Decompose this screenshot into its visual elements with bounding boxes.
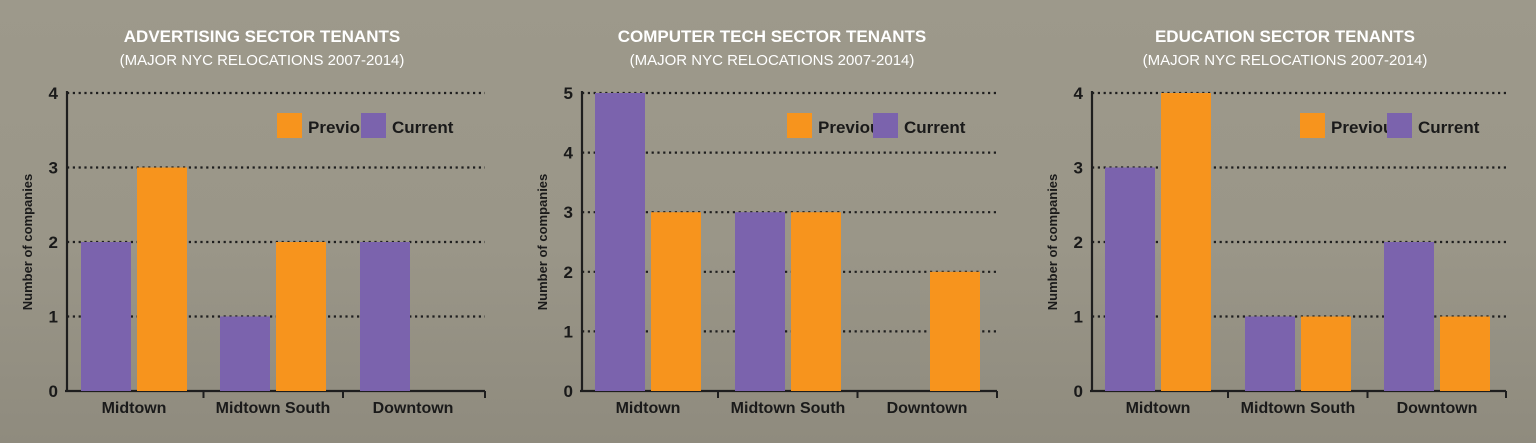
y-tick-label: 0 (564, 382, 573, 401)
bar-previous (791, 212, 841, 391)
legend-swatch-current (873, 113, 898, 138)
x-category-label: Midtown South (1241, 400, 1356, 417)
legend-swatch-previous (787, 113, 812, 138)
bar-current (595, 93, 645, 391)
chart-title: ADVERTISING SECTOR TENANTS (124, 27, 400, 46)
y-tick-label: 4 (49, 84, 59, 103)
legend-label-previous: Previous (1331, 118, 1403, 137)
bar-previous (930, 271, 980, 391)
bar-previous (137, 167, 187, 391)
x-category-label: Downtown (887, 400, 968, 417)
y-tick-label: 1 (1074, 308, 1083, 327)
chart-subtitle: (MAJOR NYC RELOCATIONS 2007-2014) (120, 52, 405, 69)
legend-swatch-current (361, 113, 386, 138)
y-tick-label: 0 (49, 382, 58, 401)
legend-label-current: Current (392, 118, 454, 137)
x-category-label: Midtown (102, 400, 167, 417)
chart-title: COMPUTER TECH SECTOR TENANTS (618, 27, 927, 46)
y-axis-label: Number of companies (1045, 174, 1060, 311)
chart-panel-1: ADVERTISING SECTOR TENANTS (MAJOR NYC REL… (20, 27, 486, 417)
chart-panel-3: EDUCATION SECTOR TENANTS (MAJOR NYC RELOC… (1045, 27, 1507, 417)
bar-current (735, 212, 785, 391)
y-axis-label: Number of companies (20, 174, 35, 311)
x-category-label: Midtown South (216, 400, 331, 417)
legend-label-current: Current (1418, 118, 1480, 137)
chart-panel-2: COMPUTER TECH SECTOR TENANTS (MAJOR NYC R… (535, 27, 998, 417)
y-tick-label: 3 (564, 203, 573, 222)
y-tick-label: 4 (1074, 84, 1084, 103)
chart-subtitle: (MAJOR NYC RELOCATIONS 2007-2014) (630, 52, 915, 69)
bar-current (360, 242, 410, 391)
legend-swatch-current (1387, 113, 1412, 138)
y-tick-label: 3 (1074, 159, 1083, 178)
legend-label-current: Current (904, 118, 966, 137)
y-tick-label: 0 (1074, 382, 1083, 401)
bar-current (1245, 316, 1295, 391)
legend-swatch-previous (277, 113, 302, 138)
x-category-label: Midtown (616, 400, 681, 417)
y-tick-label: 4 (564, 144, 574, 163)
x-category-label: Midtown South (731, 400, 846, 417)
bar-current (81, 242, 131, 391)
bar-current (220, 316, 270, 391)
y-tick-label: 3 (49, 159, 58, 178)
legend-swatch-previous (1300, 113, 1325, 138)
x-category-label: Downtown (373, 400, 454, 417)
y-tick-label: 2 (564, 263, 573, 282)
y-axis-label: Number of companies (535, 174, 550, 311)
bar-previous (651, 212, 701, 391)
y-tick-label: 2 (49, 233, 58, 252)
legend-label-previous: Previous (818, 118, 890, 137)
bar-previous (1161, 93, 1211, 391)
chart-title: EDUCATION SECTOR TENANTS (1155, 27, 1415, 46)
x-category-label: Midtown (1126, 400, 1191, 417)
y-tick-label: 2 (1074, 233, 1083, 252)
bar-previous (276, 242, 326, 391)
chart-subtitle: (MAJOR NYC RELOCATIONS 2007-2014) (1143, 52, 1428, 69)
bar-current (1105, 167, 1155, 391)
bar-current (1384, 242, 1434, 391)
bar-previous (1301, 316, 1351, 391)
y-tick-label: 5 (564, 84, 573, 103)
bar-previous (1440, 316, 1490, 391)
y-tick-label: 1 (49, 308, 58, 327)
y-tick-label: 1 (564, 322, 573, 341)
x-category-label: Downtown (1397, 400, 1478, 417)
